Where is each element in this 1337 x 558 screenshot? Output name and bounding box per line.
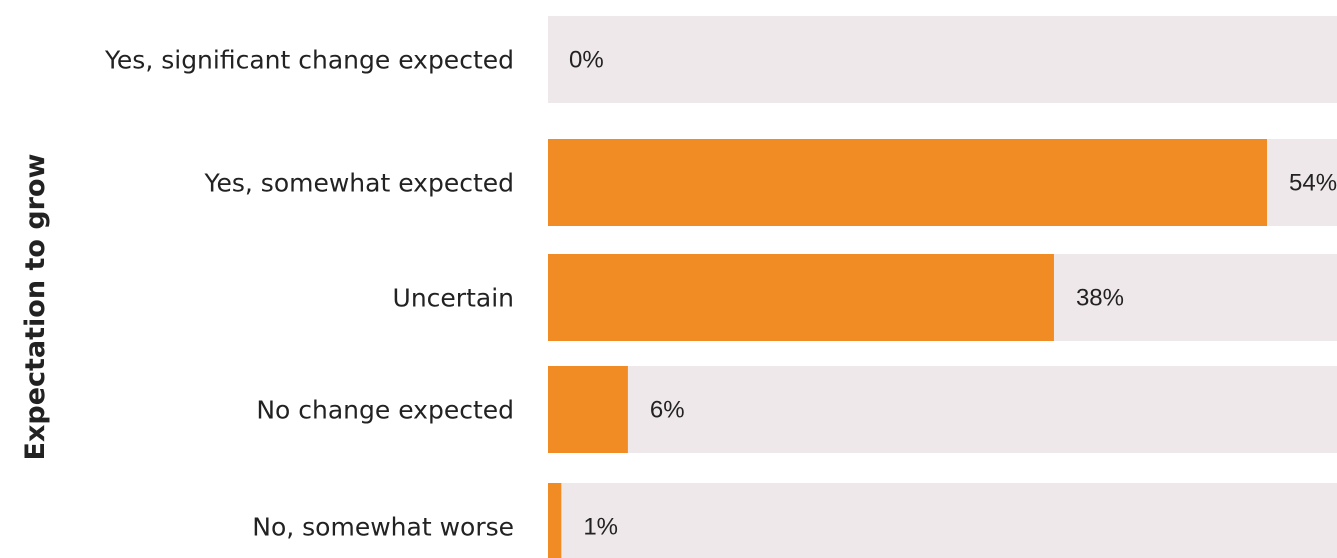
value-label: 6%	[650, 397, 685, 424]
bar	[548, 366, 628, 453]
bar	[548, 483, 562, 558]
category-label: No change expected	[256, 396, 514, 425]
bar-track	[548, 483, 1337, 558]
category-label: Yes, significant change expected	[104, 46, 514, 75]
value-label: 0%	[569, 47, 604, 74]
bars	[548, 139, 1267, 558]
category-label: Uncertain	[393, 284, 514, 313]
category-label: No, somewhat worse	[252, 513, 514, 542]
category-label: Yes, somewhat expected	[204, 169, 514, 198]
value-label: 1%	[583, 514, 618, 541]
bar	[548, 139, 1267, 226]
value-labels: 0% 54% 38% 6% 1%	[569, 47, 1337, 541]
value-label: 54%	[1289, 170, 1337, 197]
bar	[548, 254, 1054, 341]
category-labels: Yes, significant change expected Yes, som…	[104, 46, 514, 542]
value-label: 38%	[1076, 285, 1124, 312]
y-axis-title: Expectation to grow	[20, 154, 51, 461]
bar-track	[548, 366, 1337, 453]
bar-track	[548, 16, 1337, 103]
